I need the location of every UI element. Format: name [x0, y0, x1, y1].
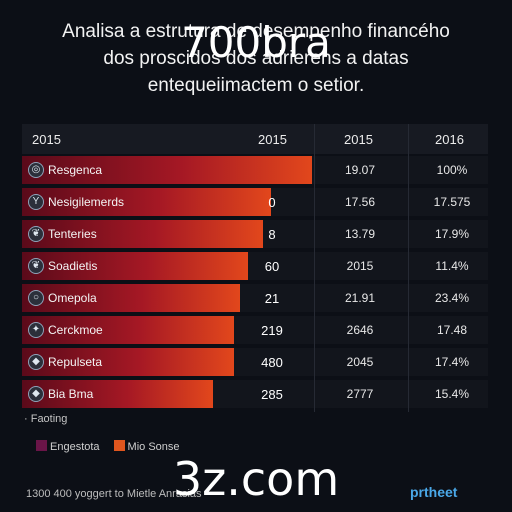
- legend-label: Engestota: [50, 441, 100, 453]
- row-label: Resgenca: [48, 163, 103, 177]
- row-bar: [22, 380, 213, 408]
- table-row: ◆ Repulseta 480 2045 17.4%: [22, 348, 488, 376]
- title-line-1: Analisa a estrutura de desempenho financ…: [62, 21, 450, 42]
- row-value-2: 2045: [346, 355, 374, 369]
- legend: Engestota Mio Sonse: [36, 440, 194, 453]
- row-label: Soadietis: [48, 259, 98, 273]
- row-bar: [22, 284, 240, 312]
- header-col-3: 2015: [344, 132, 373, 147]
- header-col-1: 2015: [32, 132, 61, 147]
- row-value-3: 15.4%: [434, 387, 470, 401]
- globe-icon: ◎: [28, 162, 44, 178]
- table-row: ❦ Soadietis 60 2015 11.4%: [22, 252, 488, 280]
- row-value-1: 60: [264, 259, 280, 274]
- row-bar: [22, 220, 263, 248]
- row-value-2: 17.56: [344, 195, 376, 209]
- row-label: Omepola: [48, 291, 97, 305]
- flag-icon: ◆: [28, 354, 44, 370]
- legend-item: Mio Sonse: [113, 440, 180, 453]
- legend-swatch: [113, 440, 125, 451]
- row-label: Repulseta: [48, 355, 103, 369]
- legend-label: Mio Sonse: [127, 441, 180, 453]
- circle-icon: ○: [28, 290, 44, 306]
- star-icon: ✦: [28, 322, 44, 338]
- title-line-3: entequeiimactem o setior.: [147, 75, 365, 96]
- row-bar: [22, 252, 248, 280]
- data-table: 2015 2015 2015 2016 ◎ Resgenca 19.07 100% Y N…: [22, 124, 488, 412]
- header-col-2: 2015: [258, 132, 287, 147]
- table-row: ◎ Resgenca 19.07 100%: [22, 156, 488, 184]
- title-line-2: dos proscidos dos adrierens a datas: [103, 48, 409, 69]
- leaf-icon: ❦: [28, 226, 44, 242]
- watermark-bottom: 3z.com: [172, 452, 340, 506]
- row-value-2: 2015: [346, 259, 374, 273]
- leaf-icon: ❦: [28, 258, 44, 274]
- table-row: ✦ Cerckmoe 219 2646 17.48: [22, 316, 488, 344]
- row-value-3: 23.4%: [434, 291, 470, 305]
- table-row: ○ Omepola 21 21.91 23.4%: [22, 284, 488, 312]
- row-value-3: 11.4%: [435, 259, 469, 273]
- row-value-3: 17.4%: [434, 355, 470, 369]
- row-value-2: 2646: [346, 323, 374, 337]
- row-bar: [22, 348, 234, 376]
- y-icon: Y: [28, 194, 44, 210]
- row-label: Cerckmoe: [48, 323, 103, 337]
- row-value-3: 17.575: [433, 195, 471, 209]
- watermark-top: 700bra: [181, 18, 331, 67]
- row-value-2: 13.79: [344, 227, 376, 241]
- table-row: ◆ Bia Bma 285 2777 15.4%: [22, 380, 488, 408]
- row-value-2: 2777: [346, 387, 374, 401]
- row-value-2: 21.91: [344, 291, 376, 305]
- footer-source: 1300 400 yoggert to Mietle Anrasias: [26, 488, 202, 500]
- flag-icon: ◆: [28, 386, 44, 402]
- legend-swatch: [36, 440, 47, 451]
- footer-brand: prtheet: [410, 484, 458, 500]
- chart-title: Analisa a estrutura de desempenho financ…: [0, 18, 512, 99]
- row-value-1: 285: [261, 387, 283, 402]
- row-label: Tenteries: [48, 227, 97, 241]
- row-value-1: 8: [268, 227, 276, 242]
- row-label: Bia Bma: [48, 387, 94, 401]
- row-value-1: 21: [264, 291, 280, 306]
- table-row: ❦ Tenteries 8 13.79 17.9%: [22, 220, 488, 248]
- row-bar: [22, 188, 271, 216]
- row-value-3: 17.9%: [434, 227, 470, 241]
- row-bar: [22, 316, 234, 344]
- row-value-2: 19.07: [344, 163, 376, 177]
- row-value-1: 0: [268, 195, 276, 210]
- column-divider: [314, 124, 315, 412]
- row-bar: [22, 156, 312, 184]
- row-value-1: 219: [261, 323, 283, 338]
- row-value-3: 17.48: [436, 323, 468, 337]
- table-header: 2015 2015 2015 2016: [22, 124, 488, 154]
- row-value-1: 480: [261, 355, 283, 370]
- table-row: Y Nesigilemerds 0 17.56 17.575: [22, 188, 488, 216]
- legend-title: · Faoting: [24, 413, 68, 425]
- column-divider: [408, 124, 409, 412]
- row-value-3: 100%: [436, 163, 468, 177]
- header-col-4: 2016: [435, 132, 464, 147]
- row-label: Nesigilemerds: [48, 195, 125, 209]
- legend-item: Engestota: [36, 440, 100, 453]
